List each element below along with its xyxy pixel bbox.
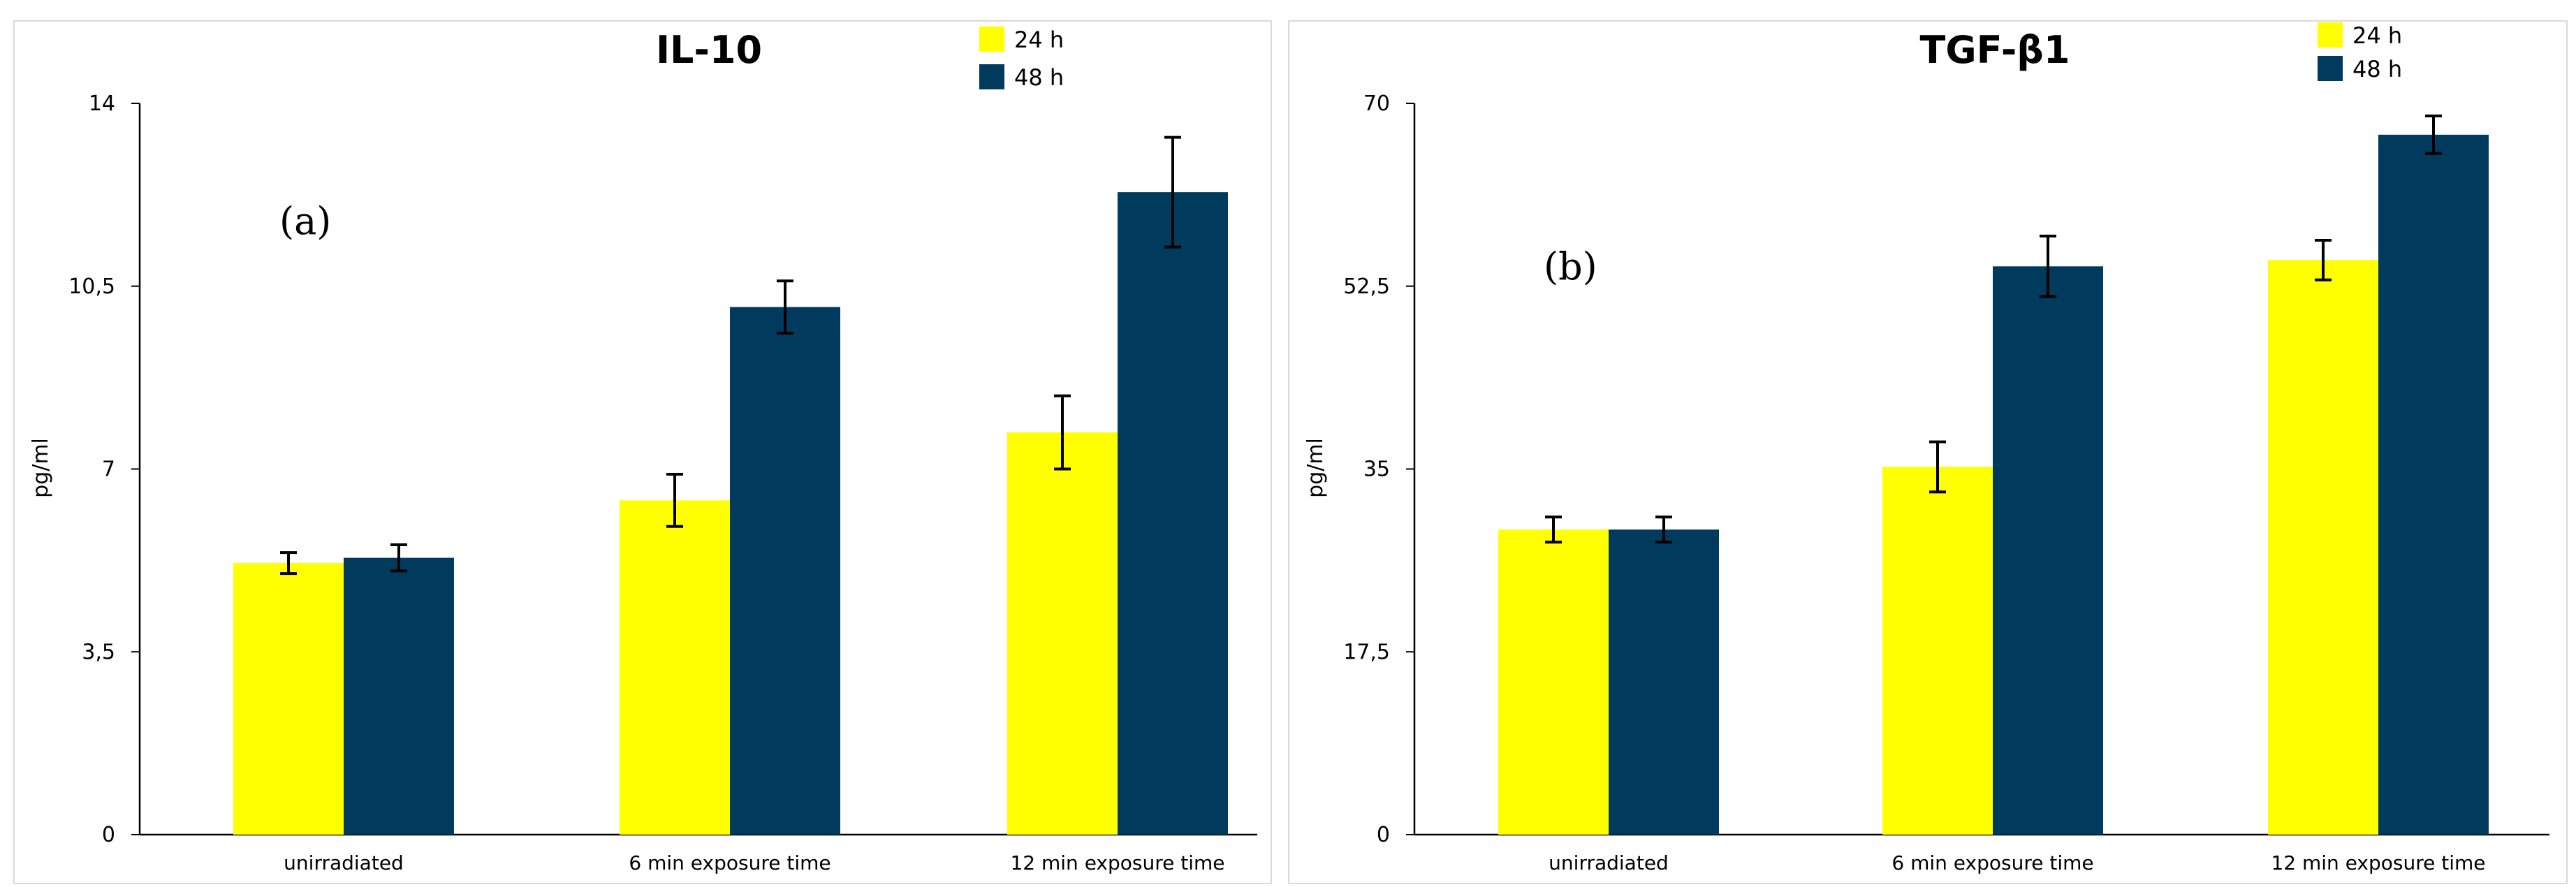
legend-label-24h: 24 h (2352, 22, 2402, 49)
category-labels: unirradiated 6 min exposure time 12 min ex… (284, 851, 1224, 874)
legend-swatch-48h (2318, 56, 2343, 81)
y-tick-label: 3,5 (82, 640, 115, 664)
panel-label: (a) (279, 199, 331, 243)
bar-48h-0 (1609, 529, 1719, 835)
bar-24h-1 (1882, 467, 1993, 835)
error-bar (666, 472, 683, 528)
category-labels: unirradiated 6 min exposure time 12 min ex… (1549, 851, 2485, 874)
error-bar (1929, 440, 1946, 494)
legend-label-48h: 48 h (2352, 56, 2402, 82)
panel-label: (b) (1544, 244, 1597, 288)
error-bar (777, 279, 793, 335)
bar-48h-1 (730, 307, 840, 835)
y-tick-label: 52,5 (1343, 274, 1390, 299)
y-tick-label: 14 (89, 91, 115, 116)
x-category-label: 12 min exposure time (2271, 851, 2485, 874)
bar-24h-0 (1498, 529, 1609, 835)
chart-title: TGF-β1 (1919, 28, 2070, 72)
panel-frame (1288, 20, 2568, 884)
error-bar (2425, 114, 2442, 155)
bars (233, 192, 1228, 835)
x-category-label: unirradiated (284, 851, 404, 874)
y-axis-label: pg/ml (1303, 438, 1328, 498)
chart-panel-tgfb1: TGF-β1 (b) pg/ml 0 17,5 35 52,5 70 unirradia… (1288, 20, 2568, 884)
error-bar (280, 551, 297, 576)
y-tick-label: 0 (1377, 823, 1390, 847)
bar-24h-2 (1007, 432, 1118, 835)
bar-48h-2 (2378, 134, 2489, 835)
y-tick-label: 70 (1363, 91, 1390, 116)
y-ticks: 0 17,5 35 52,5 70 (1343, 91, 1414, 847)
error-bars (1545, 114, 2442, 544)
y-tick-label: 35 (1363, 457, 1390, 482)
y-axis-label: pg/ml (29, 438, 53, 498)
x-category-label: 6 min exposure time (629, 851, 830, 874)
chart-title: IL-10 (656, 28, 762, 72)
y-ticks: 0 3,5 7 10,5 14 (68, 91, 140, 847)
legend-swatch-24h (979, 27, 1004, 52)
legend-swatch-24h (2318, 22, 2343, 47)
panel-frame (13, 20, 1272, 884)
bar-48h-1 (1993, 266, 2103, 835)
legend-label-48h: 48 h (1014, 64, 1064, 91)
error-bar (390, 543, 407, 573)
legend-swatch-48h (979, 64, 1004, 89)
error-bar (1054, 394, 1071, 471)
chart-panel-il10: IL-10 (a) pg/ml 0 3,5 7 10,5 14 unirradiated… (13, 20, 1272, 884)
error-bar (1164, 135, 1181, 249)
y-tick-label: 0 (102, 823, 115, 847)
legend: 24 h 48 h (979, 27, 1064, 91)
x-category-label: 12 min exposure time (1010, 851, 1224, 874)
error-bar (1545, 515, 1562, 544)
bar-48h-0 (344, 557, 454, 835)
bar-24h-0 (233, 563, 344, 835)
error-bar (1655, 515, 1672, 544)
x-category-label: 6 min exposure time (1891, 851, 2093, 874)
y-tick-label: 7 (102, 457, 115, 482)
error-bar (2040, 234, 2056, 298)
error-bars (280, 135, 1181, 576)
error-bar (2315, 238, 2332, 281)
legend: 24 h 48 h (2318, 22, 2402, 82)
y-tick-label: 17,5 (1343, 640, 1390, 664)
bar-24h-2 (2268, 260, 2378, 835)
bar-48h-2 (1118, 192, 1228, 835)
y-tick-label: 10,5 (68, 274, 115, 299)
legend-label-24h: 24 h (1014, 27, 1064, 53)
bar-24h-1 (620, 500, 730, 835)
bars (1498, 134, 2489, 835)
x-category-label: unirradiated (1549, 851, 1669, 874)
